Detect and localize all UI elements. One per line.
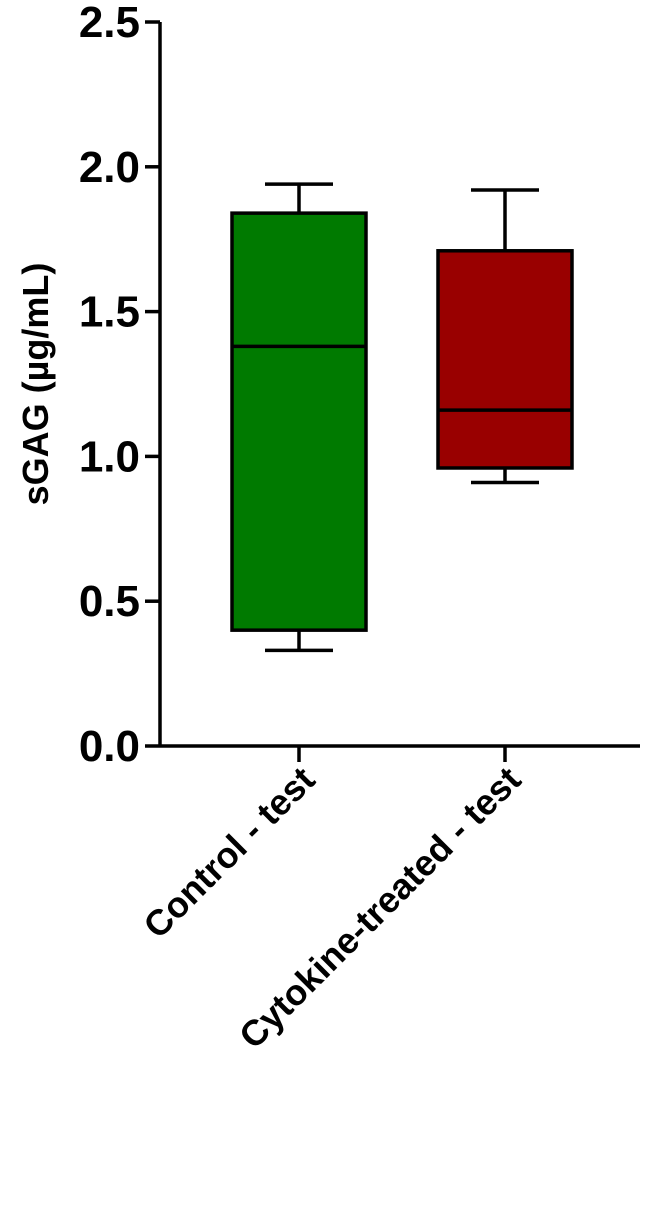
y-tick-label: 2.0: [79, 143, 140, 192]
y-tick-label: 2.5: [79, 0, 140, 47]
x-tick-label: Control - test: [135, 759, 322, 946]
y-tick-label: 0.5: [79, 577, 140, 626]
box: [436, 249, 574, 470]
y-axis-label: sGAG (µg/mL): [15, 263, 56, 506]
box: [230, 211, 368, 632]
y-tick-label: 1.5: [79, 288, 140, 337]
y-tick-label: 0.0: [79, 722, 140, 771]
y-tick-label: 1.0: [79, 432, 140, 481]
